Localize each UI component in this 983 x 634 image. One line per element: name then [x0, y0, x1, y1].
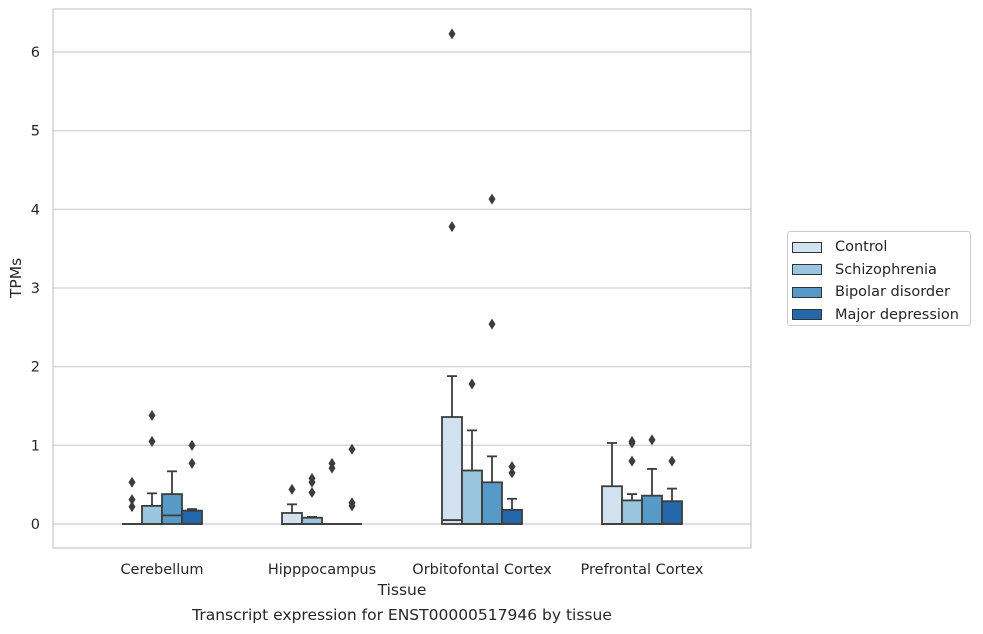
outlier-point — [508, 461, 516, 473]
outlier-point — [188, 457, 196, 469]
legend-label-schizophrenia: Schizophrenia — [835, 261, 937, 278]
box-groups — [122, 28, 683, 525]
outlier-point — [288, 483, 296, 495]
box-iqr — [461, 469, 483, 525]
box-bipolar-disorder — [161, 470, 183, 525]
axis-ticks: 0 1 2 3 4 5 6 Cerebellum Hipppocampus Orbitofonta… — [31, 45, 704, 578]
y-tick-label: 2 — [31, 360, 40, 376]
outlier-point — [668, 455, 676, 467]
outlier-point — [468, 378, 476, 390]
outlier-point — [308, 487, 316, 499]
plot-frame — [52, 8, 752, 549]
box-iqr — [161, 493, 183, 525]
outlier-point — [328, 462, 336, 474]
outlier-point — [448, 221, 456, 233]
box-iqr — [481, 481, 503, 525]
outlier-point — [128, 501, 136, 513]
box-schizophrenia — [301, 472, 323, 525]
box-major-depression — [342, 443, 362, 525]
legend-label-control: Control — [835, 239, 888, 256]
box-schizophrenia — [461, 378, 483, 525]
legend-item-control: Control — [792, 236, 970, 259]
legend-swatch-major-depression — [792, 309, 822, 321]
outlier-point — [348, 500, 356, 512]
outlier-point — [128, 476, 136, 488]
outlier-point — [348, 443, 356, 455]
legend-item-schizophrenia: Schizophrenia — [792, 259, 970, 282]
y-tick-label: 4 — [31, 202, 40, 218]
box-iqr — [621, 499, 643, 525]
outlier-point — [128, 494, 136, 506]
box-iqr — [301, 516, 323, 525]
x-axis-label: Tissue — [377, 581, 427, 599]
box-schizophrenia — [141, 409, 163, 525]
box-iqr — [281, 512, 303, 525]
y-tick-label: 5 — [31, 124, 40, 140]
box-schizophrenia — [621, 435, 643, 525]
box-control — [601, 442, 623, 525]
outlier-point — [448, 28, 456, 40]
box-bipolar-disorder — [641, 434, 663, 525]
box-iqr — [661, 500, 683, 525]
figure-caption: Transcript expression for ENST0000051794… — [192, 606, 612, 624]
outlier-point — [148, 409, 156, 421]
box-control — [281, 483, 303, 525]
legend-item-bipolar-disorder: Bipolar disorder — [792, 281, 970, 304]
outlier-point — [628, 455, 636, 467]
box-iqr — [501, 508, 523, 525]
box-iqr — [141, 505, 163, 525]
legend-label-bipolar-disorder: Bipolar disorder — [835, 284, 950, 301]
outlier-point — [488, 318, 496, 330]
box-iqr — [181, 509, 203, 525]
x-tick-label: Hipppocampus — [268, 562, 376, 578]
grid-lines — [53, 51, 751, 525]
legend: Control Schizophrenia Bipolar disorder M… — [787, 231, 971, 326]
box-major-depression — [501, 461, 523, 525]
outlier-point — [188, 439, 196, 451]
y-tick-label: 6 — [31, 45, 40, 61]
y-axis-label: TPMs — [7, 258, 25, 299]
outlier-point — [148, 435, 156, 447]
box-iqr — [601, 485, 623, 525]
x-tick-label: Orbitofontal Cortex — [412, 562, 552, 578]
outlier-point — [508, 467, 516, 479]
y-tick-label: 1 — [31, 438, 40, 454]
outlier-point — [648, 434, 656, 446]
legend-swatch-control — [792, 241, 822, 253]
y-tick-label: 0 — [31, 517, 40, 533]
box-iqr — [441, 416, 463, 525]
x-tick-label: Cerebellum — [120, 562, 203, 578]
legend-swatch-schizophrenia — [792, 264, 822, 276]
box-control — [441, 28, 463, 525]
outlier-point — [628, 437, 636, 449]
box-iqr — [641, 494, 663, 525]
box-control — [122, 476, 142, 525]
outlier-point — [488, 193, 496, 205]
box-major-depression — [181, 439, 203, 525]
x-tick-label: Prefrontal Cortex — [581, 562, 704, 578]
legend-label-major-depression: Major depression — [835, 306, 959, 323]
legend-item-major-depression: Major depression — [792, 304, 970, 327]
outlier-point — [308, 476, 316, 488]
legend-swatch-bipolar-disorder — [792, 286, 822, 298]
box-bipolar-disorder — [322, 457, 342, 525]
box-bipolar-disorder — [481, 193, 503, 525]
y-tick-label: 3 — [31, 281, 40, 297]
box-major-depression — [661, 455, 683, 525]
